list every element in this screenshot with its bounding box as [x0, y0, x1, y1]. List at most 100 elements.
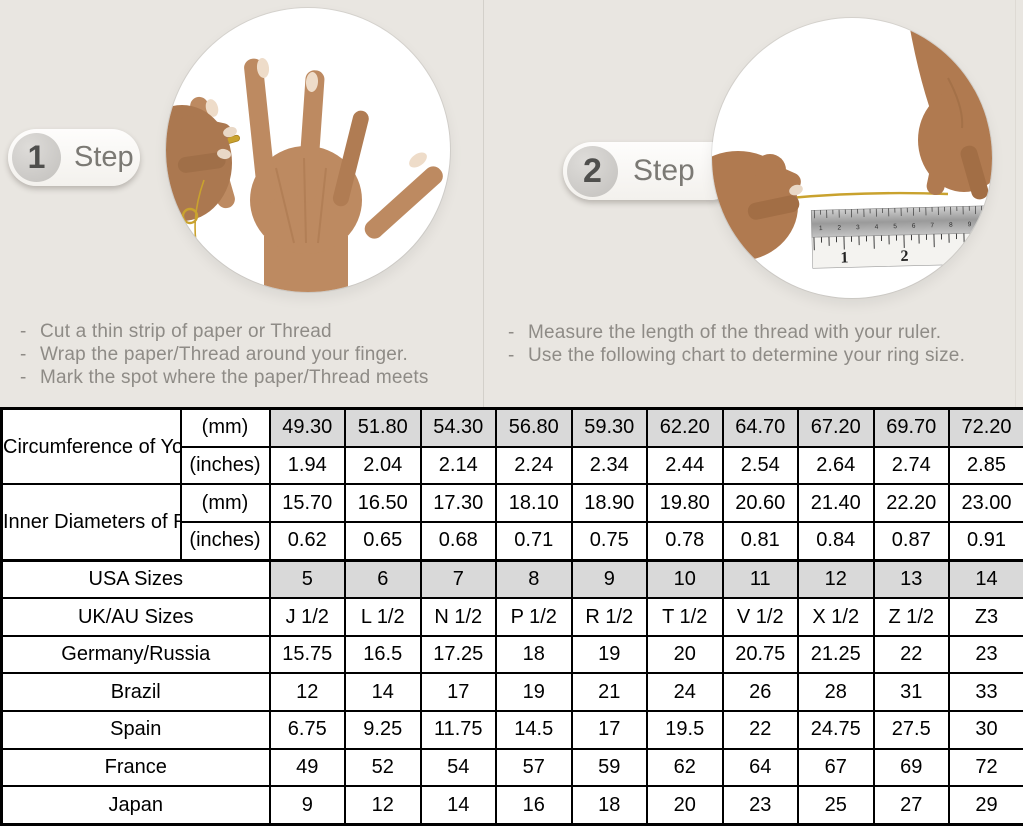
value-cell: 22 [872, 634, 950, 675]
ruler-cm-number: 9 [968, 221, 972, 228]
value-cell: 26 [721, 672, 799, 712]
value-cell: 64 [721, 747, 799, 788]
step-2-photo: 1 2 3 4 5 6 7 8 9 10 1 2 3 [712, 18, 992, 298]
size-system-label: Japan [0, 785, 271, 826]
instruction-line: - Wrap the paper/Thread around your finge… [20, 343, 475, 366]
value-cell: 1.94 [268, 445, 346, 486]
ruler-cm-number: 2 [837, 225, 841, 232]
value-cell: 2.24 [495, 445, 573, 486]
value-cell: 24 [646, 672, 724, 712]
value-cell: 9 [268, 785, 346, 826]
value-cell: 54.30 [419, 407, 497, 448]
value-cell: 0.71 [495, 520, 573, 562]
value-cell: 67.20 [797, 407, 875, 448]
value-cell: 57 [495, 747, 573, 788]
value-cell: 11.75 [419, 710, 497, 750]
ruler-cm-number: 5 [893, 223, 897, 230]
value-cell: R 1/2 [570, 597, 648, 637]
instruction-line: - Mark the spot where the paper/Thread me… [20, 366, 475, 389]
value-cell: 19.5 [646, 710, 724, 750]
value-cell: 6.75 [268, 710, 346, 750]
value-cell: 6 [344, 558, 422, 600]
value-cell: 2.14 [419, 445, 497, 486]
bullet-dash: - [20, 344, 27, 365]
table-row: (inches) 0.62 0.65 0.68 0.71 0.75 0.78 0.81 0.84… [2, 520, 1023, 562]
step-1-number: 1 [12, 133, 61, 182]
unit-label-cell: (inches) [179, 445, 271, 486]
value-cell: 10 [646, 558, 724, 600]
value-cell: N 1/2 [419, 597, 497, 637]
instruction-line: - Measure the length of the thread with y… [508, 321, 1020, 344]
ruler-cm-number: 1 [819, 225, 823, 232]
hand-with-thread-illustration [166, 58, 443, 292]
row-group-label: Inner Diameters of Rings [0, 483, 182, 562]
value-cell: 29 [948, 785, 1023, 826]
value-cell: 49.30 [268, 407, 346, 448]
value-cell: 69.70 [872, 407, 950, 448]
helper-hand [166, 105, 237, 221]
value-cell: 18 [495, 634, 573, 675]
table-row: France 49 52 54 57 59 62 64 67 69 72 [0, 747, 1023, 788]
value-cell: 17 [419, 672, 497, 712]
value-cell: 15.70 [268, 483, 346, 523]
unit-label-cell: (inches) [179, 520, 271, 562]
size-system-label: Brazil [0, 672, 271, 712]
ring-size-table: Circumference of Your Finger(mm)49.3051.… [0, 407, 1023, 826]
value-cell: 23 [721, 785, 799, 826]
value-cell: 12 [268, 672, 346, 712]
instruction-text: Mark the spot where the paper/Thread mee… [40, 367, 429, 388]
value-cell: 49 [268, 747, 346, 788]
size-system-label: USA Sizes [0, 558, 271, 600]
unit-label-cell: (mm) [179, 407, 271, 448]
value-cell: 28 [797, 672, 875, 712]
step-1-label: Step [74, 141, 134, 173]
value-cell: 67 [797, 747, 875, 788]
ruler-cm-number: 6 [912, 223, 916, 230]
bullet-dash: - [20, 321, 27, 342]
value-cell: 25 [797, 785, 875, 826]
value-cell: 17 [570, 710, 648, 750]
value-cell: 30 [948, 710, 1023, 750]
size-system-label: Spain [0, 710, 271, 750]
value-cell: 12 [344, 785, 422, 826]
value-cell: L 1/2 [344, 597, 422, 637]
right-hand [908, 18, 992, 200]
step-1-badge: 1 Step [8, 129, 140, 186]
size-system-label: France [0, 747, 271, 788]
table-row: Inner Diameters of Rings(mm)15.7016.5017… [0, 483, 1023, 562]
ruler-cm-ticks [813, 205, 989, 219]
value-cell: T 1/2 [646, 597, 724, 637]
table-row: Japan 9 12 14 16 18 20 23 25 27 29 [0, 785, 1023, 826]
value-cell: 16 [495, 785, 573, 826]
value-cell: 72 [948, 747, 1023, 788]
instruction-text: Use the following chart to determine you… [528, 345, 966, 366]
value-cell: 16.5 [344, 634, 422, 675]
ring-size-table-body: Circumference of Your Finger(mm)49.3051.… [0, 407, 1023, 826]
value-cell: 12 [797, 558, 875, 600]
value-cell: 59.30 [570, 407, 648, 448]
value-cell: 0.68 [419, 520, 497, 562]
instruction-text: Wrap the paper/Thread around your finger… [40, 344, 409, 365]
value-cell: 51.80 [344, 407, 422, 448]
row-group-label: Circumference of Your Finger [0, 407, 182, 486]
bullet-dash: - [508, 322, 515, 343]
value-cell: X 1/2 [797, 597, 875, 637]
value-cell: 2.34 [570, 445, 648, 486]
thread-on-ruler-illustration: 1 2 3 4 5 6 7 8 9 10 1 2 3 [712, 18, 992, 269]
instruction-line: - Use the following chart to determine yo… [508, 344, 1020, 367]
table-row: Spain 6.75 9.25 11.75 14.5 17 19.5 22 24.75 27.5 3… [0, 710, 1023, 750]
value-cell: 20.60 [721, 483, 799, 523]
table-row: USA Sizes 5 6 7 8 9 10 11 12 13 14 [0, 558, 1023, 600]
unit-label-cell: (mm) [179, 483, 271, 523]
step-1-photo [166, 8, 450, 292]
ruler-cm-number: 8 [949, 222, 953, 229]
value-cell: 18.10 [495, 483, 573, 523]
right-edge-divider [1015, 0, 1016, 407]
value-cell: 2.74 [872, 445, 950, 486]
value-cell: 17.30 [419, 483, 497, 523]
table-row: Circumference of Your Finger(mm)49.3051.… [0, 407, 1023, 486]
step-1-instructions: - Cut a thin strip of paper or Thread - Wra… [20, 320, 475, 389]
value-cell: 22 [721, 710, 799, 750]
value-cell: 8 [495, 558, 573, 600]
value-cell: 21.40 [797, 483, 875, 523]
